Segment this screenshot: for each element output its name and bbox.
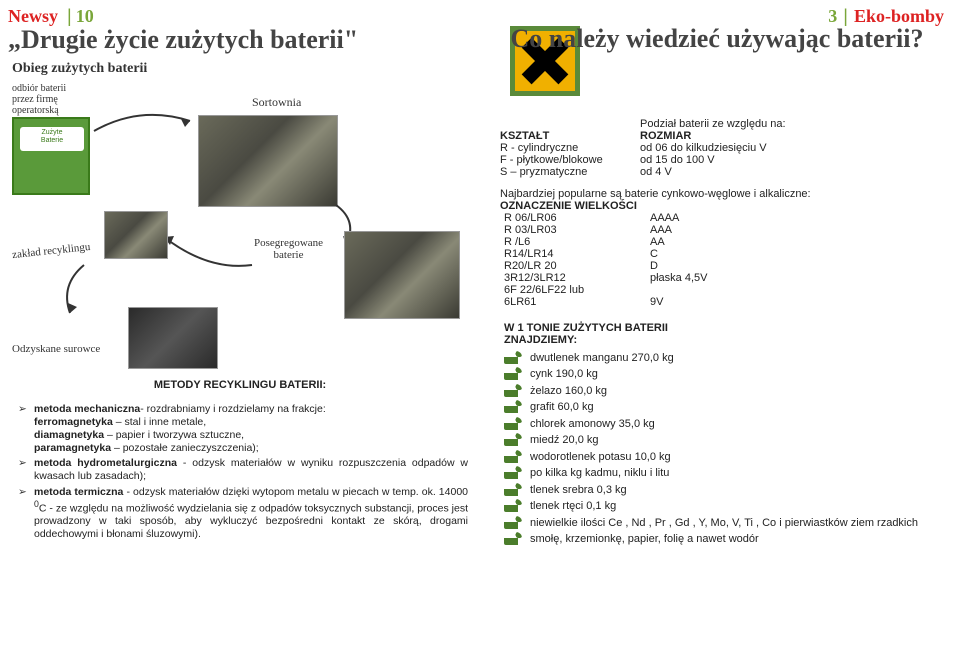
shape-size-row: R - cylindryczneod 06 do kilkudziesięciu… [500, 142, 942, 154]
code-row: R 03/LR03AAA [500, 224, 942, 236]
tonie-item: tlenek rtęci 0,1 kg [504, 498, 942, 515]
code-row: R20/LR 20D [500, 260, 942, 272]
tonie-item: dwutlenek manganu 270,0 kg [504, 350, 942, 367]
shape-size-rows: R - cylindryczneod 06 do kilkudziesięciu… [500, 142, 942, 178]
left-column: Newsy | 10 „Drugie życie zużytych bateri… [0, 0, 480, 669]
tonie-item: grafit 60,0 kg [504, 399, 942, 416]
code-row: R14/LR14C [500, 248, 942, 260]
methods-title: METODY RECYKLINGU BATERII: [12, 379, 468, 393]
tonie-title: W 1 TONIE ZUŻYTYCH BATERIIZNAJDZIEMY: [504, 322, 942, 346]
method-item: metoda termiczna - odzysk materiałów dzi… [22, 486, 468, 542]
tonie-item: wodorotlenek potasu 10,0 kg [504, 449, 942, 466]
tonie-list: dwutlenek manganu 270,0 kgcynk 190,0 kgż… [500, 350, 942, 548]
left-title: „Drugie życie zużytych baterii" [0, 25, 480, 55]
shape-size-headers: KSZTAŁT ROZMIAR [500, 130, 942, 142]
header-ksztalt: KSZTAŁT [500, 130, 640, 142]
arrow-3 [158, 221, 258, 281]
tonie-item: niewielkie ilości Ce , Nd , Pr , Gd , Y,… [504, 515, 942, 532]
methods-section: METODY RECYKLINGU BATERII: metoda mechan… [12, 379, 468, 542]
photo-zaklad [104, 211, 168, 259]
newsy-number: 10 [76, 6, 94, 27]
arrow-1 [90, 101, 200, 141]
label-sortownia: Sortownia [252, 95, 301, 110]
tonie-item: cynk 190,0 kg [504, 366, 942, 383]
shape-size-row: F - płytkowe/blokoweod 15 do 100 V [500, 154, 942, 166]
tonie-item: chlorek amonowy 35,0 kg [504, 416, 942, 433]
right-column: 3 | Eko-bomby Co należy wiedzieć używają… [480, 0, 960, 669]
methods-list: metoda mechaniczna- rozdrabniamy i rozdz… [12, 403, 468, 542]
code-row: R /L6AA [500, 236, 942, 248]
right-title: Co należy wiedzieć używając baterii? [486, 25, 948, 54]
collection-box-image: ZużyteBaterie [12, 117, 90, 195]
label-odzyskane: Odzyskane surowce [12, 343, 100, 355]
podzial-header: Podział baterii ze względu na: [640, 118, 942, 130]
tonie-item: tlenek srebra 0,3 kg [504, 482, 942, 499]
info-block: Podział baterii ze względu na: KSZTAŁT R… [486, 118, 948, 548]
code-row: R 06/LR06AAAA [500, 212, 942, 224]
label-posegregowane: Posegregowane baterie [254, 237, 323, 261]
header-rozmiar: ROZMIAR [640, 130, 942, 142]
box-label-zuzyte: ZużyteBaterie [20, 127, 84, 151]
tonie-item: po kilka kg kadmu, niklu i litu [504, 465, 942, 482]
tonie-item: żelazo 160,0 kg [504, 383, 942, 400]
photo-odzyskane [128, 307, 218, 369]
code-row: 6F 22/6LF22 lub [500, 284, 942, 296]
battery-cycle-diagram: Obieg zużytych baterii ZużyteBaterie odb… [8, 61, 468, 371]
photo-sortownia [198, 115, 338, 207]
tonie-item: smołę, krzemionkę, papier, folię a nawet… [504, 531, 942, 548]
arrow-4 [54, 261, 114, 321]
method-item: metoda mechaniczna- rozdrabniamy i rozdz… [22, 403, 468, 456]
popular-line: Najbardziej popularne są baterie cynkowo… [500, 188, 942, 200]
podzial-header-row: Podział baterii ze względu na: [500, 118, 942, 130]
oznaczenie-header: OZNACZENIE WIELKOŚCI [500, 200, 942, 212]
newsy-label: Newsy [8, 6, 58, 27]
shape-size-row: S – pryzmatyczneod 4 V [500, 166, 942, 178]
left-header: Newsy | 10 [0, 0, 480, 27]
label-odbior: odbiór baterii przez firmę operatorską [12, 83, 66, 116]
code-row: 6LR619V [500, 296, 942, 308]
code-rows: R 06/LR06AAAAR 03/LR03AAA R /L6AAR14/LR1… [500, 212, 942, 308]
photo-posegregowane [344, 231, 460, 319]
method-item: metoda hydrometalurgiczna - odzysk mater… [22, 457, 468, 483]
diagram-heading: Obieg zużytych baterii [12, 61, 147, 77]
label-zaklad: zakład recyklingu [12, 241, 91, 261]
newsy-separator: | [62, 6, 72, 27]
code-row: 3R12/3LR12płaska 4,5V [500, 272, 942, 284]
tonie-item: miedź 20,0 kg [504, 432, 942, 449]
